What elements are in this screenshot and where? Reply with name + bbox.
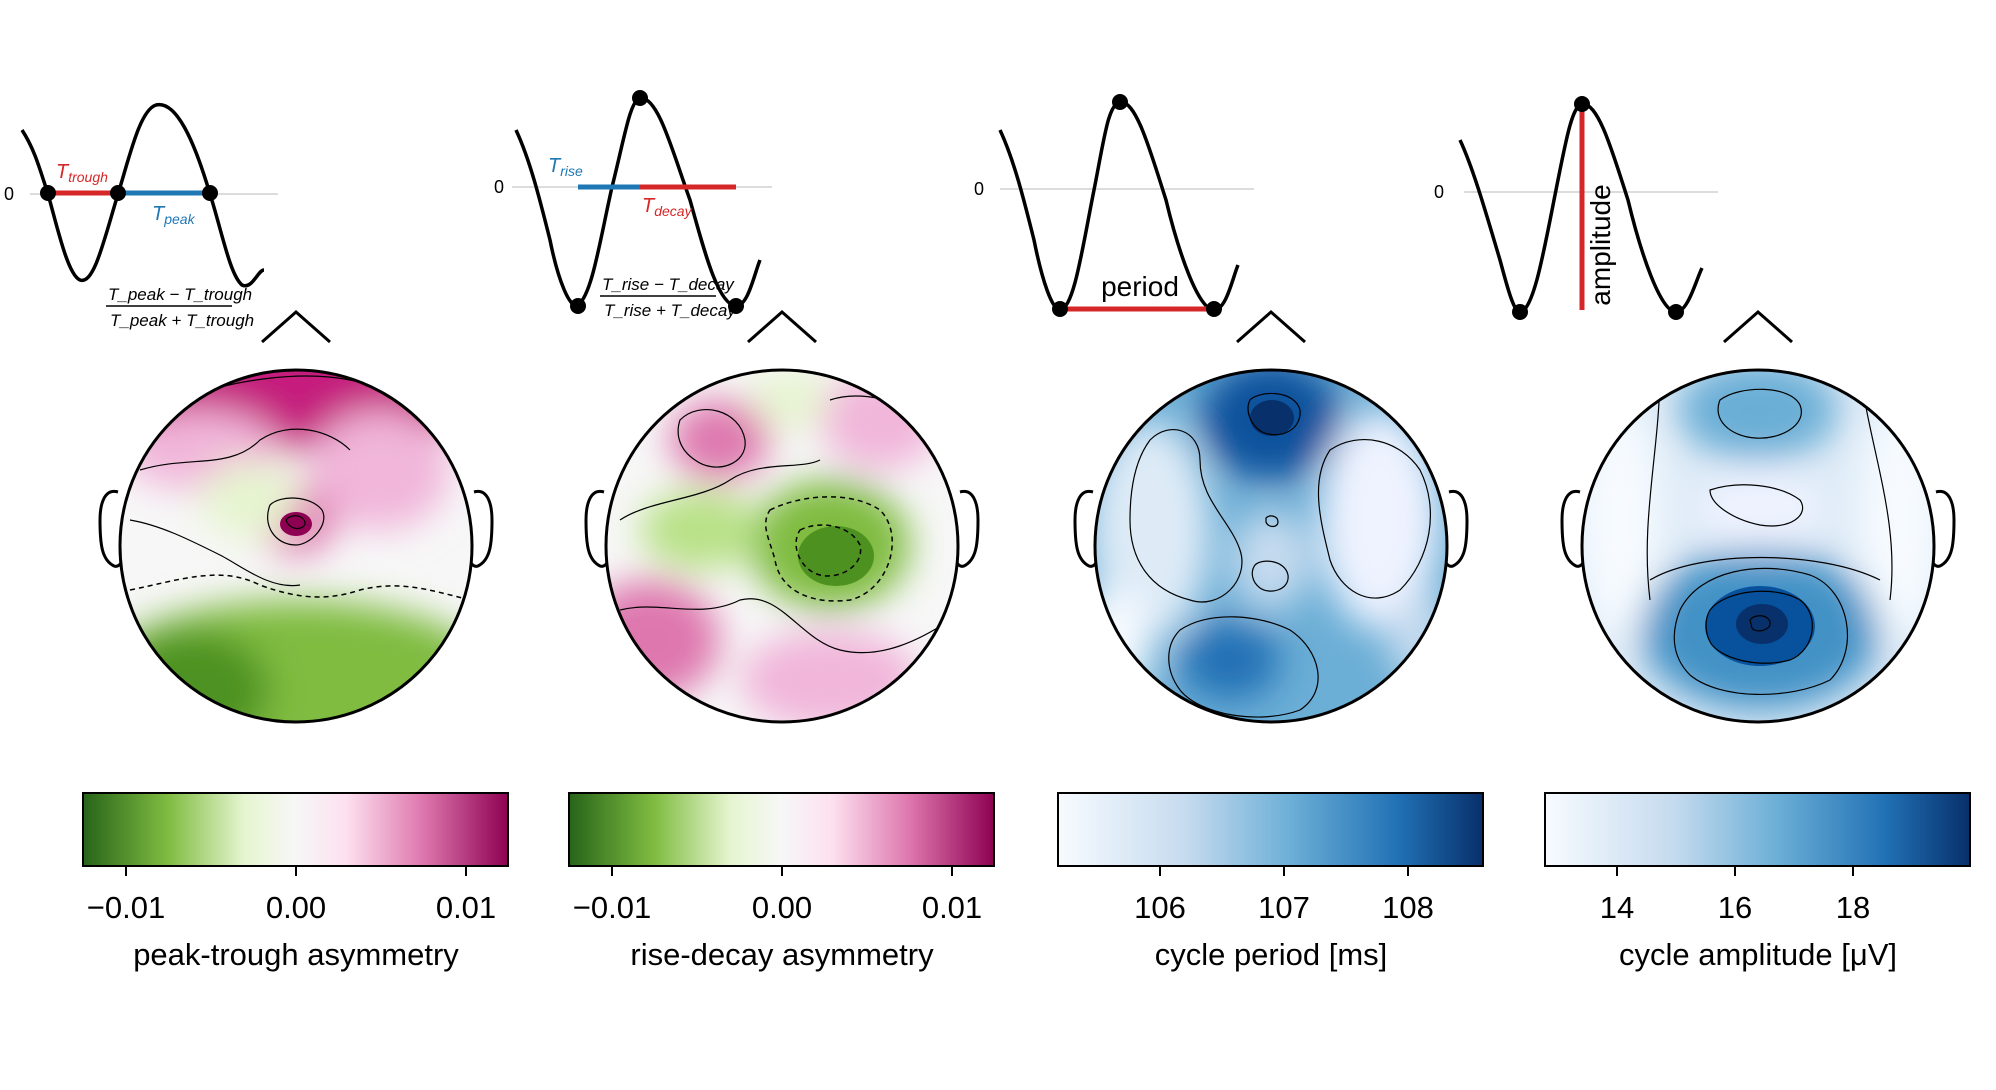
tick-label: 106	[1134, 890, 1186, 925]
topomap-peak-trough	[98, 309, 494, 724]
tick-label: 0.01	[436, 890, 496, 925]
tick-label: −0.01	[573, 890, 651, 925]
colorbar-period: 106 107 108 cycle period [ms]	[1057, 792, 1484, 972]
tick-label: 0.00	[752, 890, 812, 925]
tick-label: 0.00	[266, 890, 326, 925]
colorbar-title: rise-decay asymmetry	[630, 937, 934, 972]
tick-label: 0.01	[922, 890, 982, 925]
tick-label: 18	[1836, 890, 1870, 925]
formula-numerator: T_rise − T_decay	[602, 275, 735, 294]
tick-label: 16	[1718, 890, 1752, 925]
zero-label: 0	[1434, 182, 1444, 202]
formula-numerator: T_peak − T_trough	[108, 285, 252, 304]
colorbar-rise-decay: −0.01 0.00 0.01 rise-decay asymmetry	[568, 792, 995, 972]
formula-denominator: T_peak + T_trough	[110, 311, 254, 330]
waveform-period: 0 period	[974, 94, 1254, 317]
annotation-t-rise: T	[548, 155, 562, 177]
annotation-t-trough: T	[56, 161, 70, 183]
topomap-amplitude	[1560, 309, 1956, 724]
svg-text:Ttrough: Ttrough	[56, 161, 108, 185]
annotation-period: period	[1101, 271, 1179, 302]
panel-rise-decay: 0 Trise Tdecay T_rise − T_decay T_rise +…	[494, 90, 995, 972]
colorbar-amplitude: 14 16 18 cycle amplitude [μV]	[1544, 792, 1971, 972]
svg-text:Tpeak: Tpeak	[152, 203, 196, 227]
zero-label: 0	[494, 177, 504, 197]
formula-denominator: T_rise + T_decay	[604, 301, 737, 320]
tick-label: 108	[1382, 890, 1434, 925]
annotation-t-peak: T	[152, 203, 166, 225]
topomap-rise-decay	[584, 309, 980, 724]
colorbar-title: peak-trough asymmetry	[133, 937, 459, 972]
tick-label: 14	[1600, 890, 1634, 925]
colorbar-title: cycle period [ms]	[1155, 937, 1388, 972]
tick-label: 107	[1258, 890, 1310, 925]
topomap-period	[1073, 309, 1469, 724]
colorbar-title: cycle amplitude [μV]	[1619, 937, 1897, 972]
zero-label: 0	[974, 179, 984, 199]
waveform-amplitude: 0 amplitude	[1434, 96, 1718, 320]
svg-text:Tdecay: Tdecay	[642, 195, 693, 219]
annotation-t-decay: T	[642, 195, 656, 217]
panel-peak-trough: 0 Ttrough Tpeak T_peak − T_trough T_peak…	[4, 102, 509, 972]
tick-label: −0.01	[87, 890, 165, 925]
zero-label: 0	[4, 184, 14, 204]
panel-amplitude: 0 amplitude	[1434, 96, 1971, 972]
waveform-rise-decay: 0 Trise Tdecay T_rise − T_decay T_rise +…	[494, 90, 772, 320]
annotation-amplitude: amplitude	[1585, 184, 1616, 305]
colorbar-peak-trough: −0.01 0.00 0.01 peak-trough asymmetry	[82, 792, 509, 972]
waveform-peak-trough: 0 Ttrough Tpeak T_peak − T_trough T_peak…	[4, 102, 278, 330]
svg-text:Trise: Trise	[548, 155, 583, 179]
panel-period: 0 period	[974, 94, 1484, 972]
